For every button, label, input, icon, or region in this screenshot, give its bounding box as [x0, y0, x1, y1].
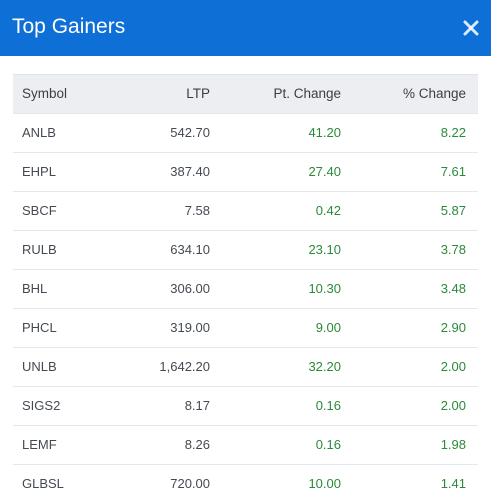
table-row[interactable]: BHL 306.00 10.30 3.48 — [13, 270, 478, 309]
pct-change-cell: 2.90 — [440, 320, 466, 335]
pct-change-cell: 1.98 — [440, 437, 466, 452]
modal-header: Top Gainers — [0, 0, 491, 56]
symbol-cell: UNLB — [22, 359, 57, 374]
table-row[interactable]: SBCF 7.58 0.42 5.87 — [13, 192, 478, 231]
column-header-pct-change[interactable]: % Change — [402, 86, 466, 101]
pct-change-cell: 1.41 — [440, 476, 466, 491]
table-row[interactable]: UNLB 1,642.20 32.20 2.00 — [13, 348, 478, 387]
table-row[interactable]: LEMF 8.26 0.16 1.98 — [13, 426, 478, 465]
ltp-cell: 720.00 — [170, 476, 210, 491]
pt-change-cell: 32.20 — [308, 359, 341, 374]
table-body: ANLB 542.70 41.20 8.22 EHPL 387.40 27.40 7.61 SB… — [13, 114, 478, 499]
symbol-cell: GLBSL — [22, 476, 64, 491]
pct-change-cell: 2.00 — [440, 398, 466, 413]
symbol-cell: SIGS2 — [22, 398, 61, 413]
pct-change-cell: 5.87 — [440, 203, 466, 218]
symbol-cell: RULB — [22, 242, 57, 257]
pt-change-cell: 41.20 — [308, 125, 341, 140]
pt-change-cell: 0.42 — [315, 203, 341, 218]
gainers-table: Symbol LTP Pt. Change % Change ANLB 542.7… — [13, 74, 478, 499]
pt-change-cell: 0.16 — [315, 398, 341, 413]
table-row[interactable]: GLBSL 720.00 10.00 1.41 — [13, 465, 478, 499]
table-row[interactable]: RULB 634.10 23.10 3.78 — [13, 231, 478, 270]
table-row[interactable]: EHPL 387.40 27.40 7.61 — [13, 153, 478, 192]
ltp-cell: 7.58 — [184, 203, 210, 218]
symbol-cell: LEMF — [22, 437, 57, 452]
symbol-cell: ANLB — [22, 125, 56, 140]
modal-title: Top Gainers — [12, 15, 126, 38]
column-header-ltp[interactable]: LTP — [186, 86, 210, 101]
table-row[interactable]: SIGS2 8.17 0.16 2.00 — [13, 387, 478, 426]
pt-change-cell: 10.30 — [308, 281, 341, 296]
symbol-cell: BHL — [22, 281, 48, 296]
pt-change-cell: 27.40 — [308, 164, 341, 179]
close-icon[interactable] — [461, 18, 481, 38]
pct-change-cell: 8.22 — [440, 125, 466, 140]
symbol-cell: EHPL — [22, 164, 56, 179]
table-row[interactable]: PHCL 319.00 9.00 2.90 — [13, 309, 478, 348]
pt-change-cell: 0.16 — [315, 437, 341, 452]
table-header-row: Symbol LTP Pt. Change % Change — [13, 75, 478, 114]
ltp-cell: 1,642.20 — [159, 359, 210, 374]
pct-change-cell: 7.61 — [440, 164, 466, 179]
column-header-pt-change[interactable]: Pt. Change — [273, 86, 341, 101]
pt-change-cell: 23.10 — [308, 242, 341, 257]
ltp-cell: 387.40 — [170, 164, 210, 179]
symbol-cell: PHCL — [22, 320, 57, 335]
ltp-cell: 306.00 — [170, 281, 210, 296]
ltp-cell: 8.26 — [184, 437, 210, 452]
pt-change-cell: 10.00 — [308, 476, 341, 491]
pct-change-cell: 3.78 — [440, 242, 466, 257]
pt-change-cell: 9.00 — [315, 320, 341, 335]
ltp-cell: 319.00 — [170, 320, 210, 335]
pct-change-cell: 3.48 — [440, 281, 466, 296]
column-header-symbol[interactable]: Symbol — [22, 86, 68, 101]
table-row[interactable]: ANLB 542.70 41.20 8.22 — [13, 114, 478, 153]
symbol-cell: SBCF — [22, 203, 57, 218]
ltp-cell: 542.70 — [170, 125, 210, 140]
ltp-cell: 8.17 — [184, 398, 210, 413]
ltp-cell: 634.10 — [170, 242, 210, 257]
pct-change-cell: 2.00 — [440, 359, 466, 374]
